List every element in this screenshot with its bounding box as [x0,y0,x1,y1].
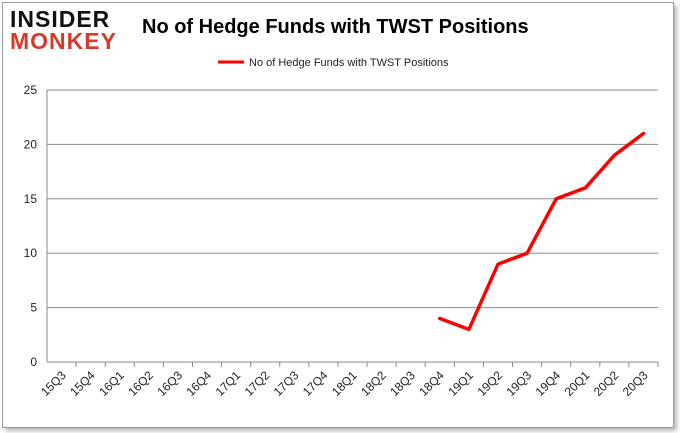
x-tick-label: 17Q4 [300,368,331,399]
y-tick-label: 20 [24,137,38,151]
x-tick-label: 15Q4 [67,368,98,399]
chart-title: No of Hedge Funds with TWST Positions [142,16,529,38]
legend-label: No of Hedge Funds with TWST Positions [249,57,449,69]
x-tick-label: 16Q3 [154,368,185,399]
x-tick-label: 15Q3 [38,368,69,399]
y-tick-label: 5 [30,301,37,315]
series-line [438,131,646,332]
x-tick-label: 19Q4 [533,368,564,399]
x-tick-label: 16Q1 [96,368,127,399]
y-tick-label: 15 [24,192,38,206]
y-tick-label: 25 [24,83,38,97]
x-tick-label: 19Q1 [445,368,476,399]
x-tick-label: 16Q4 [183,368,214,399]
insider-monkey-logo: INSIDER MONKEY [10,6,117,54]
x-tick-label: 16Q2 [125,368,156,399]
y-tick-label: 10 [24,246,38,260]
x-tick-label: 20Q2 [591,368,622,399]
x-tick-label: 20Q1 [562,368,593,399]
x-tick-label: 18Q4 [416,368,447,399]
x-tick-label: 20Q3 [620,368,651,399]
x-tick-label: 18Q3 [387,368,418,399]
logo-line2: MONKEY [10,28,117,54]
x-tick-label: 17Q2 [242,368,273,399]
chart-frame [2,2,674,428]
x-tick-label: 19Q2 [474,368,505,399]
y-tick-label: 0 [30,355,37,369]
x-tick-label: 17Q1 [213,368,244,399]
x-tick-label: 19Q3 [504,368,535,399]
x-tick-label: 17Q3 [271,368,302,399]
logo-line1: INSIDER [10,6,111,32]
x-tick-label: 18Q2 [358,368,389,399]
x-tick-label: 18Q1 [329,368,360,399]
